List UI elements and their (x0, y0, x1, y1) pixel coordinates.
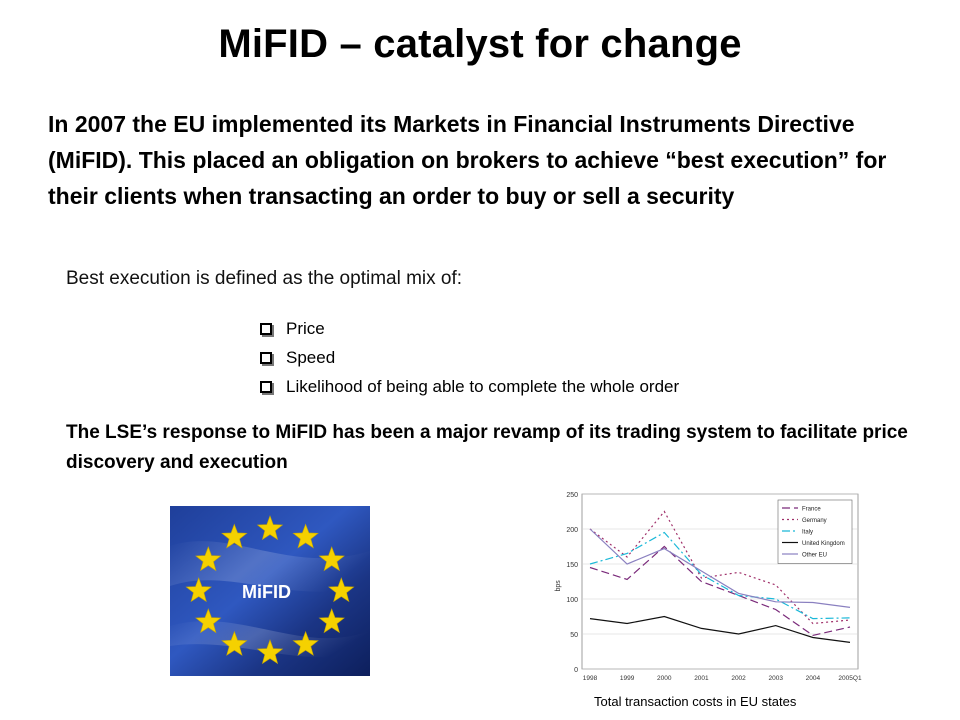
list-item-label: Likelihood of being able to complete the… (286, 377, 680, 396)
x-tick-label: 2004 (806, 675, 821, 682)
x-tick-label: 1999 (620, 675, 635, 682)
y-tick-label: 150 (566, 562, 578, 569)
y-tick-label: 100 (566, 597, 578, 604)
y-tick-label: 0 (574, 667, 578, 674)
legend-label: Germany (802, 518, 827, 524)
checkbox-bullet-icon (260, 380, 272, 393)
series-line (589, 615, 851, 643)
x-tick-label: 2000 (657, 675, 672, 682)
x-tick-label: 2002 (731, 675, 746, 682)
star-icon (195, 546, 222, 572)
star-icon (185, 577, 212, 603)
star-icon (221, 523, 248, 549)
series-line (589, 531, 851, 620)
legend-label: Italy (802, 530, 813, 536)
legend-label: France (802, 507, 821, 513)
star-icon (195, 608, 222, 634)
criteria-list: Price Speed Likelihood of being able to … (260, 314, 679, 401)
y-tick-label: 250 (566, 492, 578, 499)
x-tick-label: 2005Q1 (838, 675, 862, 682)
transaction-cost-chart: 0 50 100 150 200 250 1998 1999 2000 2001 2002 2003 2… (555, 492, 862, 682)
star-icon (318, 608, 345, 634)
y-tick-label: 50 (570, 632, 578, 639)
x-tick-label: 2003 (768, 675, 783, 682)
list-item: Price (260, 314, 679, 343)
intro-paragraph: In 2007 the EU implemented its Markets i… (48, 111, 887, 209)
star-icon (256, 515, 284, 541)
series-line (589, 528, 851, 608)
star-icon (292, 630, 319, 656)
slide-title: MiFID – catalyst for change (218, 22, 742, 66)
flag-label: MiFID (242, 582, 291, 602)
star-icon (328, 577, 355, 603)
x-tick-label: 1998 (583, 675, 598, 682)
star-icons (185, 515, 355, 665)
y-axis-label: bps (555, 580, 562, 592)
checkbox-bullet-icon (260, 322, 272, 335)
eu-flag-image: MiFID (170, 506, 370, 676)
legend-label: United Kingdom (802, 541, 845, 547)
legend-label: Other EU (802, 553, 827, 559)
chart-caption: Total transaction costs in EU states (594, 694, 797, 709)
lse-response-paragraph: The LSE’s response to MiFID has been a m… (66, 422, 908, 473)
list-item: Speed (260, 343, 679, 372)
star-icon (221, 630, 248, 656)
y-tick-label: 200 (566, 527, 578, 534)
list-item-label: Speed (286, 348, 336, 367)
series-line (589, 545, 851, 637)
legend (777, 499, 853, 564)
checkbox-bullet-icon (260, 351, 272, 364)
star-icon (256, 639, 284, 665)
list-item: Likelihood of being able to complete the… (260, 372, 679, 401)
best-execution-definition: Best execution is defined as the optimal… (66, 268, 463, 289)
series-line (589, 510, 851, 625)
list-item-label: Price (286, 319, 325, 338)
star-icon (292, 523, 319, 549)
x-tick-label: 2001 (694, 675, 709, 682)
star-icon (318, 546, 345, 572)
